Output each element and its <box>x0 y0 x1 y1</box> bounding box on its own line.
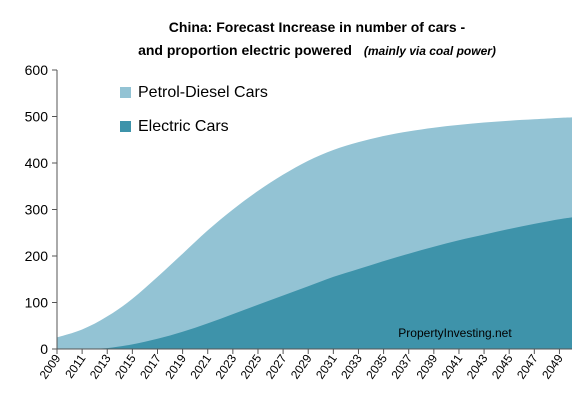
y-tick-label: 0 <box>40 341 48 357</box>
chart-subtitle-line: and proportion electric powered (mainly … <box>138 42 496 58</box>
x-tick-label: 2037 <box>388 351 415 381</box>
x-tick-label: 2023 <box>213 351 240 381</box>
legend-label: Electric Cars <box>138 118 229 135</box>
series-area-electric <box>57 217 572 350</box>
x-tick-label: 2049 <box>539 351 566 381</box>
x-tick-label: 2013 <box>87 351 114 381</box>
plot-areas <box>57 117 572 350</box>
legend: Petrol-Diesel Cars Electric Cars <box>120 84 268 135</box>
x-tick-label: 2019 <box>162 351 189 381</box>
x-tick-label: 2043 <box>464 351 491 381</box>
legend-swatch <box>120 121 131 132</box>
x-tick-label: 2031 <box>313 351 340 381</box>
y-tick-label: 600 <box>25 62 49 78</box>
x-tick-label: 2035 <box>363 351 390 381</box>
y-tick-label: 400 <box>25 155 49 171</box>
chart-subtitle: and proportion electric powered <box>138 42 352 58</box>
y-tick-label: 100 <box>25 295 49 311</box>
legend-label: Petrol-Diesel Cars <box>138 84 268 101</box>
y-tick-label: 200 <box>25 248 49 264</box>
chart-subtitle-note: (mainly via coal power) <box>364 44 496 58</box>
chart-title: China: Forecast Increase in number of ca… <box>169 19 466 35</box>
x-tick-label: 2015 <box>112 351 139 381</box>
x-tick-label: 2011 <box>62 351 88 380</box>
x-tick-label: 2041 <box>439 351 466 381</box>
x-tick-label: 2045 <box>489 351 516 381</box>
x-tick-label: 2017 <box>137 351 164 381</box>
x-tick-label: 2047 <box>514 351 541 381</box>
x-tick-label: 2025 <box>238 351 265 381</box>
y-tick-label: 500 <box>25 109 49 125</box>
x-tick-label: 2021 <box>187 351 214 381</box>
x-tick-label: 2033 <box>338 351 365 381</box>
legend-item-electric: Electric Cars <box>120 118 229 135</box>
x-tick-label: 2039 <box>414 351 441 381</box>
x-tick-label: 2029 <box>288 351 315 381</box>
legend-swatch <box>120 87 131 98</box>
y-tick-label: 300 <box>25 202 49 218</box>
x-tick-label: 2027 <box>263 351 290 381</box>
watermark: PropertyInvesting.net <box>398 326 512 340</box>
legend-item-petrol-diesel: Petrol-Diesel Cars <box>120 84 268 101</box>
